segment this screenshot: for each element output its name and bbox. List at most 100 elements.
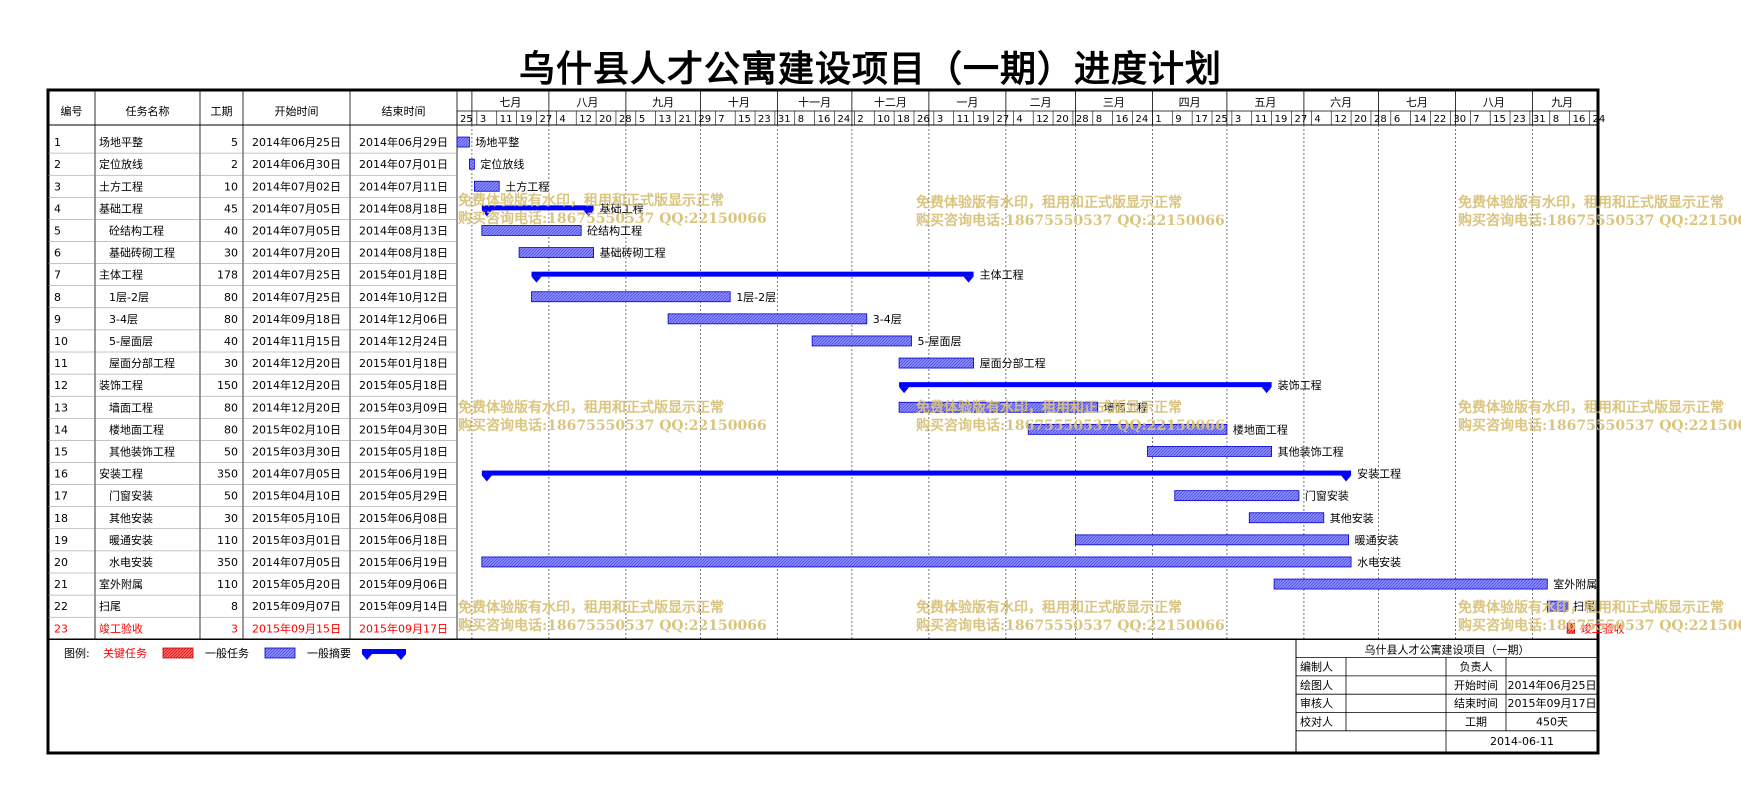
legend-critical-label: 关键任务 <box>103 646 147 660</box>
info-value: 2015年09月17日 <box>1508 696 1597 710</box>
watermark-line2: 购买咨询电话:18675550537 QQ:22150066 <box>916 617 1225 634</box>
month-label: 七月 <box>499 96 521 109</box>
legend-summary-start <box>362 654 372 660</box>
legend-task-label: 一般任务 <box>205 647 249 660</box>
task-id: 7 <box>54 269 61 282</box>
bar-label: 定位放线 <box>480 157 524 171</box>
task-start: 2015年03月01日 <box>252 533 341 547</box>
task-start: 2014年07月05日 <box>252 555 341 569</box>
day-label: 28 <box>1076 114 1089 125</box>
info-key: 工期 <box>1465 716 1487 729</box>
task-name: 安装工程 <box>99 467 143 481</box>
task-start: 2015年03月30日 <box>252 444 341 458</box>
day-label: 8 <box>1553 114 1559 125</box>
task-name: 其他安装 <box>109 511 153 525</box>
task-duration: 2 <box>231 158 238 171</box>
day-label: 26 <box>917 114 930 125</box>
day-label: 27 <box>539 114 552 125</box>
day-label: 9 <box>1175 114 1181 125</box>
task-end: 2015年05月18日 <box>359 444 448 458</box>
month-label: 一月 <box>956 96 978 109</box>
task-start: 2014年07月25日 <box>252 290 341 304</box>
bar-label: 屋面分部工程 <box>980 356 1046 370</box>
day-label: 10 <box>877 114 890 125</box>
day-label: 11 <box>957 114 970 125</box>
info-key: 绘图人 <box>1300 678 1333 692</box>
task-name: 竣工验收 <box>99 621 143 635</box>
task-name: 基础工程 <box>99 202 143 215</box>
task-bar <box>1248 512 1325 524</box>
col-header-id: 编号 <box>61 104 83 118</box>
month-label: 十月 <box>728 95 750 109</box>
day-label: 12 <box>1334 114 1347 125</box>
task-duration: 30 <box>224 247 238 260</box>
bar-label: 其他装饰工程 <box>1278 444 1344 458</box>
watermark-line1: 免费体验版有水印，租用和正式版显示正常 <box>1458 194 1724 211</box>
watermark-line1: 免费体验版有水印，租用和正式版显示正常 <box>916 194 1182 211</box>
day-label: 24 <box>1593 114 1606 125</box>
task-duration: 30 <box>224 357 238 370</box>
task-end: 2015年01月18日 <box>359 356 448 370</box>
legend-task-swatch <box>264 647 296 659</box>
info-value: 2014年06月25日 <box>1508 678 1597 692</box>
task-end: 2015年05月18日 <box>359 378 448 392</box>
info-title: 乌什县人才公寓建设项目（一期） <box>1365 642 1530 656</box>
task-end: 2015年05月29日 <box>359 489 448 503</box>
page-title: 乌什县人才公寓建设项目（一期）进度计划 <box>518 48 1222 90</box>
day-label: 16 <box>1573 114 1586 125</box>
day-label: 11 <box>1255 114 1268 125</box>
summary-bar-end <box>963 276 974 283</box>
task-name: 暖通安装 <box>109 533 153 547</box>
bar-label: 室外附属 <box>1553 577 1597 591</box>
col-header-name: 任务名称 <box>126 104 170 118</box>
task-id: 16 <box>54 468 68 481</box>
bar-label: 5-屋面层 <box>917 335 961 348</box>
month-label: 六月 <box>1330 96 1352 109</box>
info-key: 校对人 <box>1300 715 1333 729</box>
task-end: 2014年07月11日 <box>359 179 448 193</box>
day-label: 31 <box>1533 114 1546 125</box>
task-end: 2014年10月12日 <box>359 290 448 304</box>
bar-label: 主体工程 <box>980 268 1024 282</box>
day-label: 16 <box>818 114 831 125</box>
day-label: 27 <box>996 114 1009 125</box>
task-name: 门窗安装 <box>109 489 153 503</box>
summary-bar-start <box>481 475 492 482</box>
task-id: 20 <box>54 556 68 569</box>
watermark-line2: 购买咨询电话:18675550537 QQ:22150066 <box>1458 212 1741 229</box>
month-label: 八月 <box>576 96 598 109</box>
summary-bar-end <box>1341 475 1352 482</box>
col-header-duration: 工期 <box>211 105 233 118</box>
month-label: 三月 <box>1103 96 1125 109</box>
task-id: 21 <box>54 578 68 591</box>
task-id: 6 <box>54 247 61 260</box>
task-id: 10 <box>54 335 68 348</box>
task-start: 2014年12月20日 <box>252 378 341 392</box>
day-label: 30 <box>1453 114 1466 125</box>
day-label: 2 <box>857 114 863 125</box>
legend-critical-swatch <box>162 647 194 659</box>
task-start: 2014年07月05日 <box>252 223 341 237</box>
col-header-start: 开始时间 <box>275 104 319 118</box>
task-id: 23 <box>54 622 68 635</box>
task-name: 主体工程 <box>99 268 143 282</box>
task-start: 2014年06月25日 <box>252 135 341 149</box>
task-end: 2014年06月29日 <box>359 135 448 149</box>
day-label: 17 <box>1195 114 1208 125</box>
task-start: 2014年12月20日 <box>252 356 341 370</box>
task-duration: 45 <box>224 202 238 215</box>
day-label: 28 <box>619 114 632 125</box>
task-name: 装饰工程 <box>99 378 143 392</box>
watermark-line2: 购买咨询电话:18675550537 QQ:22150066 <box>458 210 767 227</box>
task-name: 1层-2层 <box>109 291 149 304</box>
task-name: 基础砖砌工程 <box>109 246 175 260</box>
watermark-line2: 购买咨询电话:18675550537 QQ:22150066 <box>1458 617 1741 634</box>
task-name: 楼地面工程 <box>109 422 164 436</box>
task-bar <box>1027 423 1228 435</box>
bar-label: 砼结构工程 <box>587 223 642 237</box>
task-id: 4 <box>54 202 61 215</box>
task-name: 其他装饰工程 <box>109 444 175 458</box>
watermark-line1: 免费体验版有水印，租用和正式版显示正常 <box>458 399 724 416</box>
task-bar <box>1174 490 1300 502</box>
